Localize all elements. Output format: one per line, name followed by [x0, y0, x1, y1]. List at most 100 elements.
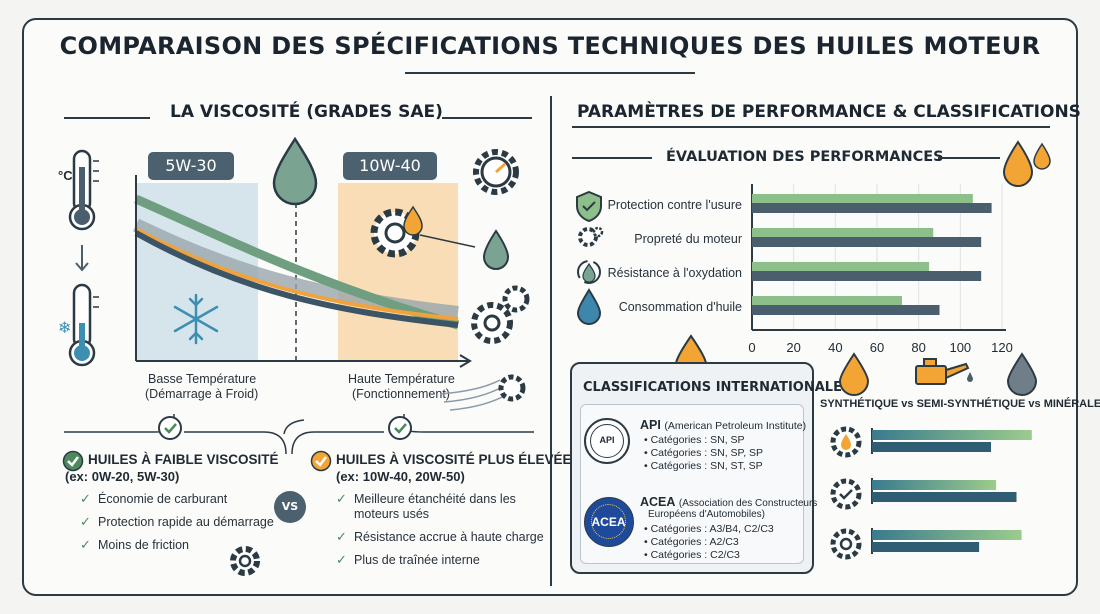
title-underline [405, 72, 695, 74]
gear-drop-icon [370, 205, 423, 258]
curve-orange [135, 227, 459, 321]
high-visc-example: (ex: 10W-40, 20W-50) [336, 469, 465, 484]
checkmark-icon: ✓ [336, 491, 347, 506]
down-arrow-icon [75, 245, 89, 272]
low-temp-sublabel: (Démarrage à Froid) [145, 387, 259, 401]
oil-types-label: SYNTHÉTIQUE vs SEMI-SYNTHÉTIQUE vs MINÉR… [820, 398, 1100, 410]
perf-cat-label: Résistance à l'oxydation [607, 266, 742, 280]
performance-section-title: PARAMÈTRES DE PERFORMANCE & CLASSIFICATI… [577, 102, 1081, 122]
perf-bar-slate [752, 203, 992, 213]
oil-type-row-icons [830, 426, 862, 560]
grade-badge-10w40: 10W-40 [343, 152, 437, 180]
curve-5w30 [134, 230, 459, 328]
cycle-drop-icon [577, 260, 601, 284]
check-badge-right-icon [388, 416, 412, 440]
comparison-bracket [64, 414, 534, 455]
perf-rule-b [938, 157, 1000, 159]
left-rule-a [64, 117, 150, 119]
low-visc-item: Protection rapide au démarrage [98, 515, 274, 529]
gear-clean-icon [578, 227, 598, 247]
high-visc-item: Plus de traînée interne [354, 553, 480, 567]
perf-bar-green [752, 194, 973, 203]
perf-bar-slate [752, 237, 982, 247]
perf-row-icons [576, 190, 604, 325]
small-snowflake-icon: ❄ [58, 320, 72, 337]
type-bar-slate [872, 492, 1017, 502]
type-bar-slate [872, 442, 991, 452]
perf-bar-green [752, 262, 930, 271]
column-divider [550, 96, 552, 586]
perf-rule-a [572, 157, 652, 159]
x-tick-label: 100 [949, 340, 971, 355]
api-name: API [640, 418, 661, 432]
x-tick-label: 20 [786, 340, 800, 355]
checkmark-icon: ✓ [80, 514, 91, 529]
api-category: • Catégories : SN, ST, SP [644, 460, 763, 472]
perf-cat-label: Protection contre l'usure [607, 198, 742, 212]
viscosity-section-title: LA VISCOSITÉ (GRADES SAE) [170, 102, 443, 122]
high-visc-title: HUILES À VISCOSITÉ PLUS ÉLEVÉE [336, 452, 572, 467]
high-temp-label: Haute Température [348, 372, 455, 386]
low-visc-title: HUILES À FAIBLE VISCOSITÉ [88, 452, 279, 467]
oil-drop-icon [272, 136, 318, 206]
type-bar-green [872, 480, 997, 490]
connector-line [419, 234, 476, 248]
cold-thermometer-icon [68, 283, 99, 367]
snowflake-icon [173, 293, 219, 345]
thermometer-icons [68, 149, 99, 367]
acea-logo-icon: ACEA [584, 497, 634, 547]
small-drop-icon [482, 229, 510, 270]
acea-subtitle: (Association des Constructeurs [678, 498, 818, 509]
low-visc-check-icon [62, 450, 84, 472]
low-visc-example: (ex: 0W-20, 5W-30) [65, 469, 180, 484]
api-category: • Catégories : SN, SP, SP [644, 447, 764, 459]
grade-badge-5w30: 5W-30 [148, 152, 234, 180]
high-temp-sublabel: (Fonctionnement) [352, 387, 450, 401]
drop-consumption-icon [576, 288, 602, 325]
acea-heading: ACEA (Association des Constructeurs [640, 495, 817, 509]
checkmark-icon: ✓ [80, 537, 91, 552]
acea-name: ACEA [640, 495, 676, 509]
acea-category: • Catégories : C2/C3 [644, 549, 740, 561]
x-tick-label: 60 [870, 340, 884, 355]
classif-title: CLASSIFICATIONS INTERNATIONALES [583, 380, 852, 395]
oil-type-icons [838, 352, 1038, 396]
gear-check-row-icon [830, 478, 862, 510]
left-icons [272, 136, 530, 344]
x-tick-label: 0 [748, 340, 755, 355]
api-seal-text: API [599, 435, 615, 445]
low-visc-item: Économie de carburant [98, 492, 228, 506]
low-temp-label: Basse Température [148, 372, 257, 386]
type-bar-green [872, 530, 1022, 540]
curve-10w40 [134, 194, 460, 330]
api-seal-icon: API [584, 418, 630, 464]
vs-badge: VS [274, 491, 306, 523]
performance-bar-chart: 0 20 40 60 80 100 120 [748, 184, 1013, 355]
acea-category: • Catégories : A2/C3 [644, 536, 739, 548]
api-heading: API (American Petroleum Institute) [640, 418, 806, 432]
synthetic-drop-icon [838, 352, 870, 396]
acea-subtitle-2: Européens d'Automobiles) [648, 509, 765, 520]
type-bar-slate [872, 542, 980, 552]
bottom-gear-icon [230, 546, 260, 576]
perf-bar-green [752, 228, 934, 237]
celsius-label: °C [58, 168, 73, 183]
checkmark-icon: ✓ [80, 491, 91, 506]
x-tick-label: 80 [911, 340, 925, 355]
perf-bar-slate [752, 305, 940, 315]
shield-icon [576, 190, 602, 223]
high-visc-check-icon [310, 450, 332, 472]
acea-category: • Catégories : A3/B4, C2/C3 [644, 523, 774, 535]
oil-drops-icon [1002, 140, 1051, 187]
perf-cat-label: Consommation d'huile [618, 300, 742, 314]
x-tick-label: 40 [828, 340, 842, 355]
api-subtitle: (American Petroleum Institute) [664, 420, 807, 432]
x-axis-arrow [459, 354, 472, 368]
perf-bar-green [752, 296, 902, 305]
gauge-gear-icon [473, 149, 519, 195]
high-visc-item-cont: moteurs usés [354, 507, 430, 521]
api-category: • Catégories : SN, SP [644, 434, 745, 446]
checkmark-icon: ✓ [336, 552, 347, 567]
oil-can-icon [915, 358, 973, 385]
speed-gear-icon [439, 374, 526, 411]
